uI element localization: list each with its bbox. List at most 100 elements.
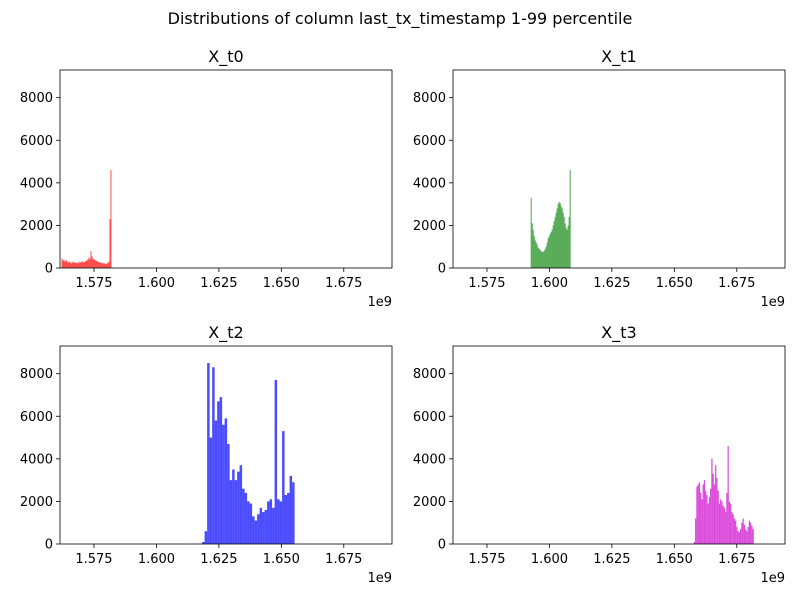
histogram-bar — [540, 250, 542, 268]
histogram-bar — [552, 225, 554, 268]
subplot-title: X_t3 — [601, 323, 636, 343]
histogram-bar — [567, 225, 569, 268]
y-tick-label: 0 — [45, 262, 53, 277]
histogram-bar — [717, 490, 719, 544]
histogram-bar — [274, 380, 278, 544]
histogram-bar — [748, 520, 751, 544]
histogram-bar — [752, 529, 754, 544]
x-tick-label: 1.675 — [718, 276, 755, 291]
histogram-bar — [533, 236, 535, 268]
histogram-bar — [282, 431, 285, 544]
x-tick-label: 1.600 — [531, 552, 568, 567]
histogram-bar — [545, 246, 547, 268]
histogram-bar — [101, 262, 103, 268]
histogram-bar — [728, 501, 731, 544]
y-tick-label: 8000 — [413, 91, 446, 106]
histogram-bar — [720, 499, 722, 544]
histogram-bar — [227, 443, 230, 544]
histogram-bar — [77, 263, 79, 268]
histogram-bar — [712, 473, 714, 544]
histogram-bar — [62, 260, 64, 268]
histogram-bar — [560, 206, 562, 268]
histogram-bar — [730, 503, 732, 544]
y-tick-label: 8000 — [413, 367, 446, 382]
histogram-bar — [711, 458, 713, 544]
histogram-bar — [267, 501, 270, 544]
histogram-bar — [746, 531, 748, 544]
histogram-bar — [696, 486, 698, 544]
subplot-title: X_t0 — [208, 47, 243, 67]
y-tick-label: 4000 — [413, 176, 446, 191]
histogram-bar — [83, 261, 85, 268]
histogram-bar — [85, 260, 87, 268]
histogram-bar — [91, 256, 93, 268]
y-tick-label: 0 — [45, 538, 53, 553]
x-tick-label: 1.675 — [325, 552, 362, 567]
histogram-bar — [67, 262, 69, 268]
subplot-3: 1.575 1.600 1.625 1.650 1.675 0 2000 4000 6000 80… — [413, 323, 786, 586]
histogram-bar — [700, 492, 702, 544]
x-tick-label: 1.575 — [468, 276, 505, 291]
histogram-bar — [105, 263, 107, 268]
histogram-bar — [289, 475, 293, 544]
histogram-bar — [108, 261, 110, 268]
histogram-bar — [555, 212, 557, 268]
histogram-bar — [737, 531, 739, 544]
histogram-bar — [287, 492, 290, 544]
histogram-bar — [237, 471, 240, 544]
x-tick-label: 1.575 — [468, 552, 505, 567]
histogram-bar — [697, 484, 699, 544]
x-offset-label: 1e9 — [760, 295, 785, 310]
histogram-bar — [741, 522, 743, 544]
histogram-bar — [530, 197, 532, 268]
histogram-bar — [564, 223, 566, 268]
histogram-bar — [743, 524, 746, 544]
histogram-bar — [702, 484, 704, 544]
histogram-bar — [209, 437, 213, 544]
histogram-bar — [553, 221, 555, 268]
histogram-bar — [292, 482, 295, 544]
histogram-bar — [736, 526, 738, 544]
subplot-1: 1.575 1.600 1.625 1.650 1.675 0 2000 4000 6000 80… — [413, 47, 786, 310]
histogram-bar — [539, 249, 541, 268]
histogram-bar — [279, 501, 283, 544]
histogram-bar — [84, 261, 86, 268]
histogram-bar — [708, 497, 711, 544]
histogram-bar — [549, 233, 551, 268]
histogram-bar — [695, 518, 697, 544]
histogram-bar — [89, 259, 91, 268]
histogram-bar — [247, 501, 250, 544]
histogram-bar — [551, 229, 553, 268]
histogram-bar — [262, 512, 265, 544]
histogram-bar — [202, 541, 205, 544]
histogram-bar — [81, 261, 83, 268]
y-tick-label: 8000 — [20, 367, 53, 382]
x-tick-label: 1.625 — [200, 552, 237, 567]
histogram-bar — [733, 518, 736, 544]
histogram-bar — [64, 261, 66, 268]
histogram-bar — [104, 263, 106, 268]
histogram-bar — [558, 202, 560, 268]
x-offset-label: 1e9 — [367, 295, 392, 310]
histogram-bar — [78, 261, 80, 268]
histogram-bar — [74, 262, 76, 268]
histogram-bar — [93, 259, 95, 268]
y-tick-label: 6000 — [20, 410, 53, 425]
histogram-bar — [534, 240, 536, 268]
x-tick-label: 1.600 — [138, 552, 175, 567]
x-tick-label: 1.600 — [138, 276, 175, 291]
histogram-bar — [706, 495, 708, 544]
histogram-bar — [561, 208, 563, 268]
histogram-bar — [565, 227, 567, 268]
histogram-bar — [254, 520, 258, 544]
x-offset-label: 1e9 — [367, 571, 392, 586]
histogram-bar — [100, 262, 102, 268]
histogram-bar — [107, 262, 109, 268]
x-tick-label: 1.575 — [75, 552, 112, 567]
histogram-bar — [546, 242, 548, 268]
histogram-bar — [61, 258, 63, 268]
histogram-bar — [747, 526, 749, 544]
histogram-bar — [536, 244, 538, 268]
histogram-bar — [531, 223, 533, 268]
histogram-bar — [214, 420, 218, 544]
